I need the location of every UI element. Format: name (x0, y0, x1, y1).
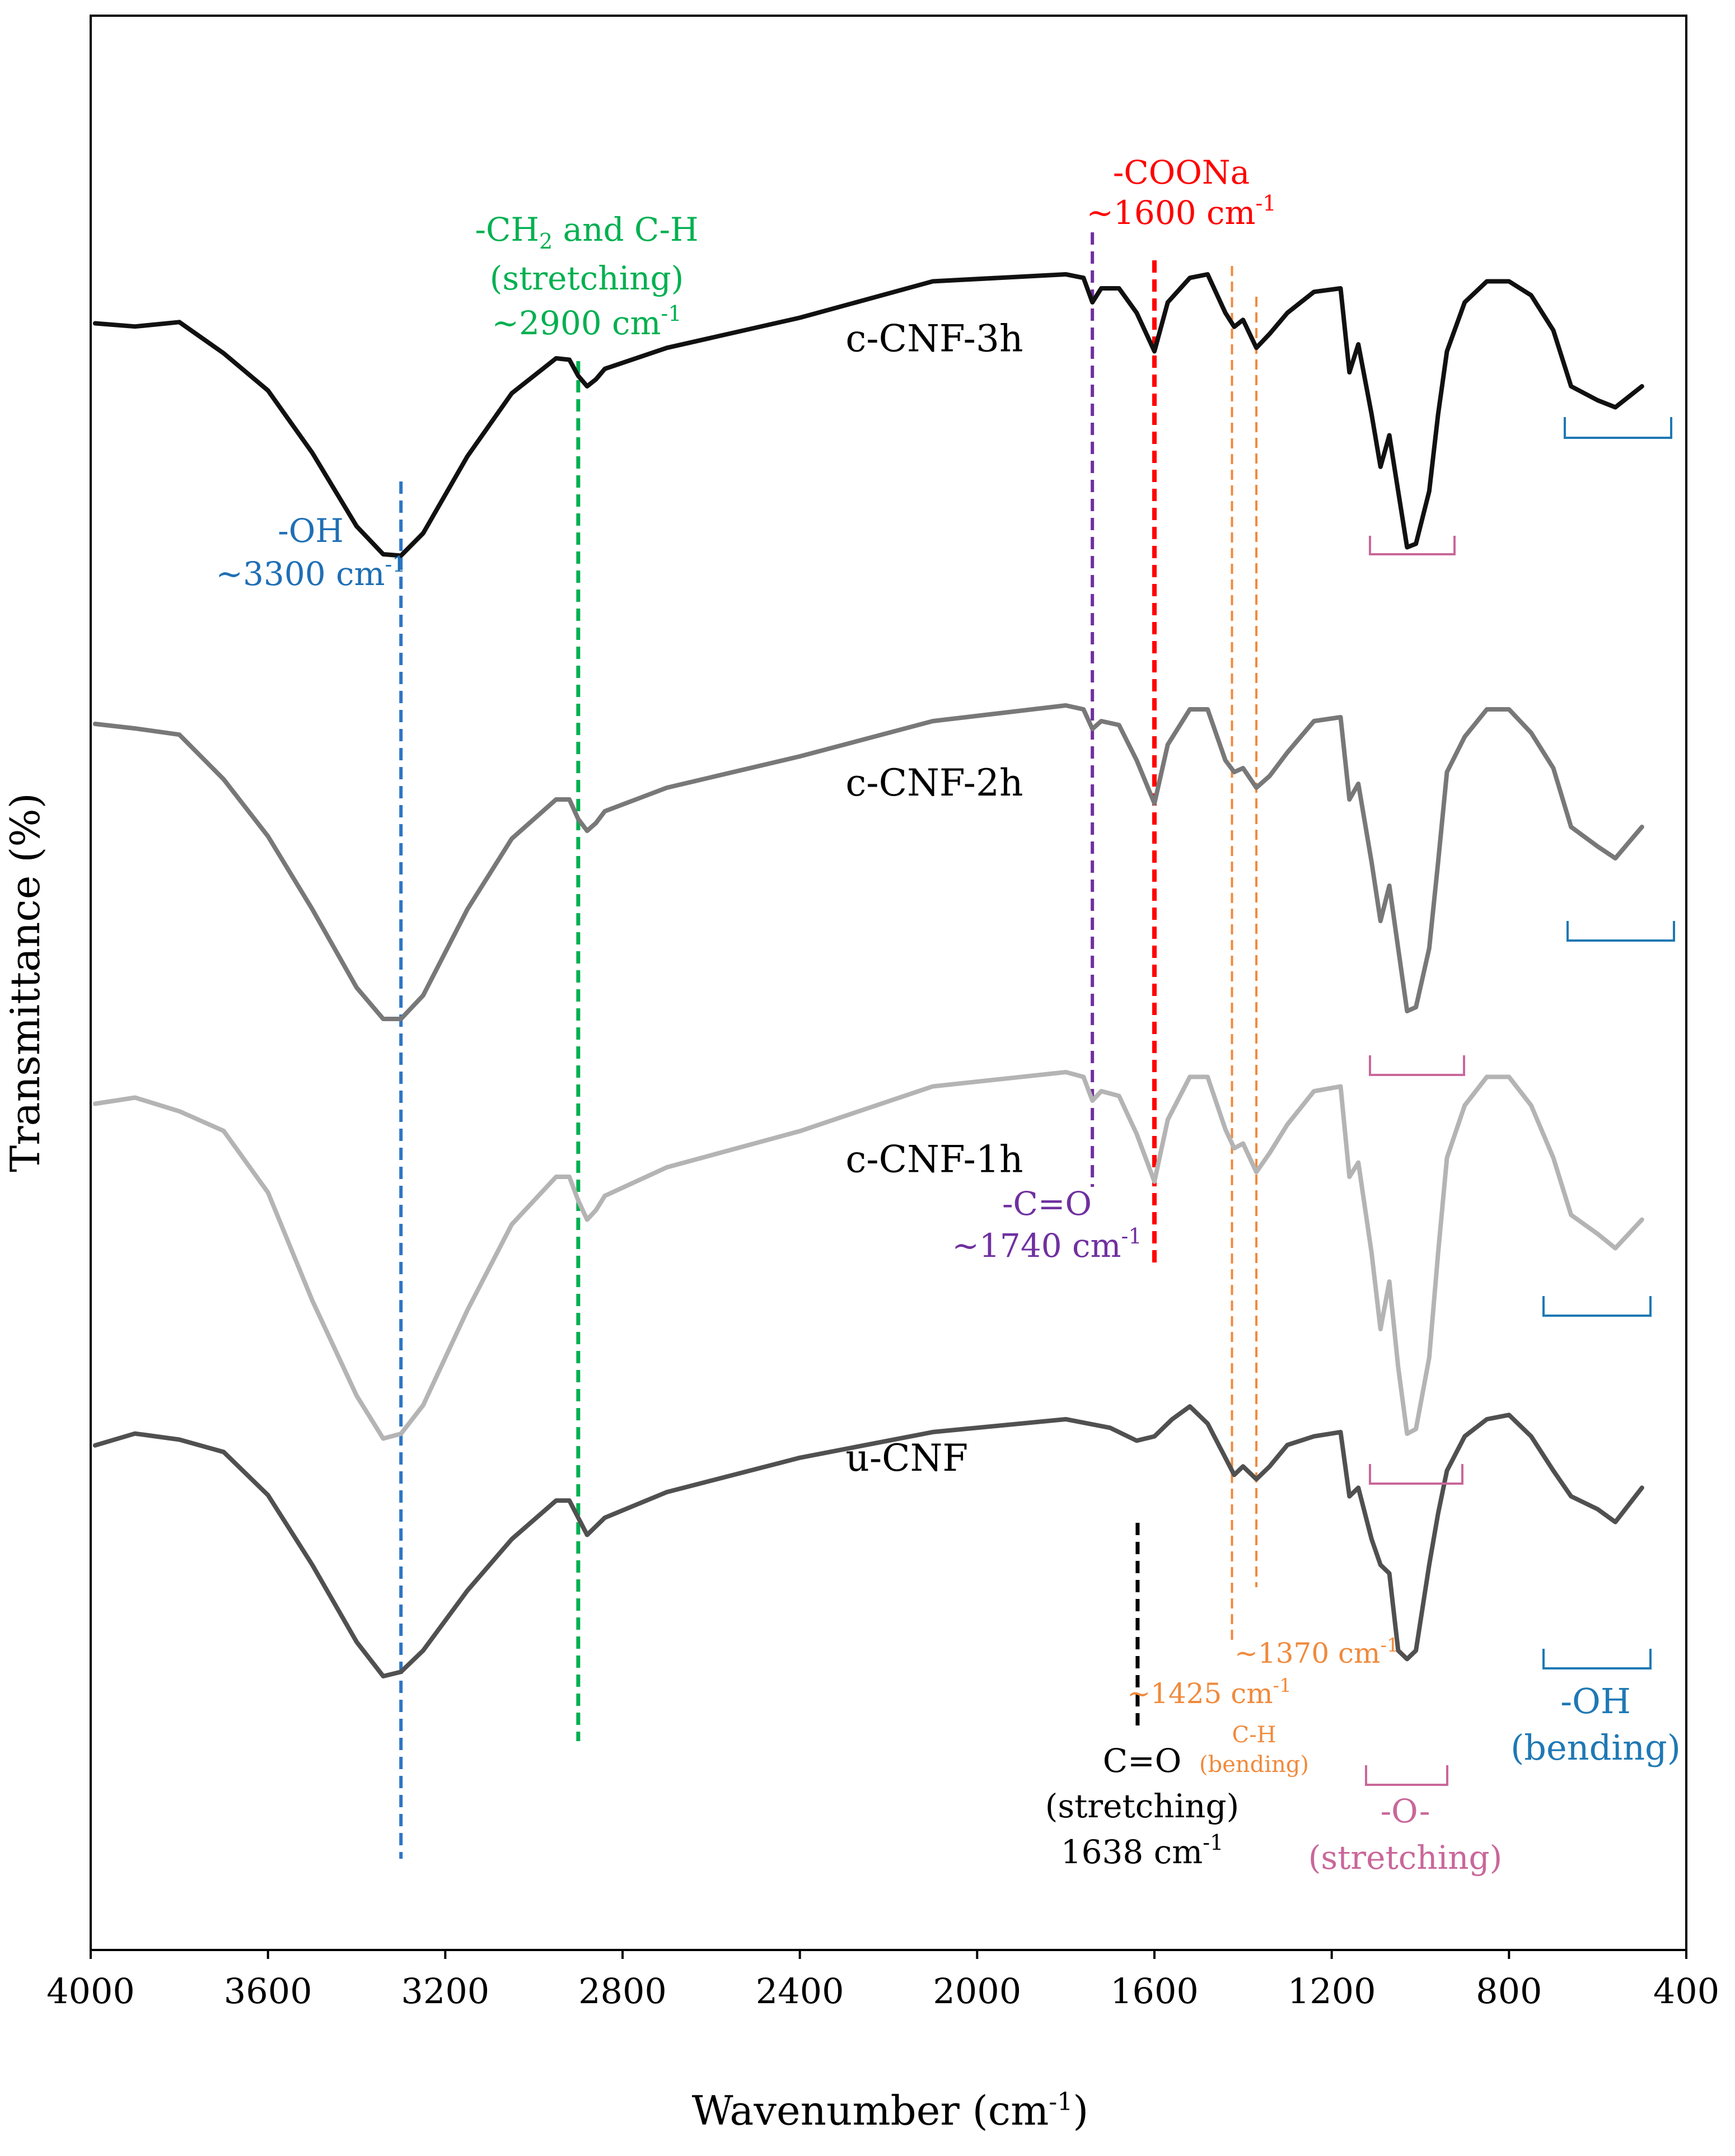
svg-text:-O-: -O- (1381, 1792, 1430, 1830)
series-label-c-CNF-3h: c-CNF-3h (845, 317, 1023, 361)
series-line-c-CNF-1h (92, 1070, 1644, 1441)
x-tick-label-5: 2000 (933, 1971, 1021, 2012)
svg-text:C-H: C-H (1232, 1722, 1276, 1748)
series-label-u-CNF: u-CNF (845, 1437, 968, 1480)
x-tick-label-0: 4000 (46, 1971, 135, 2012)
oh-bending-brackets (1542, 417, 1675, 1669)
o-bracket-3h (1369, 536, 1456, 555)
x-tick-label-2: 3200 (401, 1971, 489, 2012)
svg-text:~1425 cm-1: ~1425 cm-1 (1127, 1675, 1292, 1710)
svg-text:(stretching): (stretching) (1045, 1787, 1240, 1825)
series-line-c-CNF-2h (92, 703, 1644, 1021)
svg-text:1638 cm-1: 1638 cm-1 (1061, 1830, 1224, 1871)
annotation-oh-bending: -OH (bending) (1510, 1681, 1681, 1768)
o-bracket-2h (1369, 1055, 1465, 1076)
series-label-c-CNF-1h: c-CNF-1h (845, 1138, 1023, 1181)
series-labels: c-CNF-3h c-CNF-2h c-CNF-1h u-CNF (845, 317, 1023, 1480)
svg-text:(stretching): (stretching) (490, 259, 684, 297)
annotation-coona: -COONa ~1600 cm-1 (1086, 153, 1276, 232)
y-axis-title: Transmittance (%) (2, 793, 49, 1172)
annotation-c-o-1740: -C=O ~1740 cm-1 (952, 1185, 1142, 1265)
svg-text:~1740 cm-1: ~1740 cm-1 (952, 1224, 1142, 1265)
x-tick-label-7: 1200 (1288, 1971, 1376, 2012)
svg-text:-CH2 and C-H: -CH2 and C-H (475, 211, 698, 254)
o-bracket-1h (1369, 1464, 1463, 1485)
annotation-ch2-stretching: -CH2 and C-H (stretching) ~2900 cm-1 (475, 211, 698, 342)
oh-bracket-u (1542, 1649, 1652, 1669)
series-layer (92, 272, 1644, 1678)
annotation-oh-3300: -OH ~3300 cm-1 (216, 512, 405, 593)
series-label-c-CNF-2h: c-CNF-2h (845, 761, 1023, 805)
annotation-1425-ch-bending: ~1425 cm-1 C-H (bending) (1127, 1675, 1309, 1778)
svg-text:~1370 cm-1: ~1370 cm-1 (1234, 1634, 1399, 1669)
x-axis-title: Wavenumber (cm-1) (692, 2087, 1089, 2134)
oh-bracket-1h (1542, 1296, 1652, 1317)
svg-text:-OH: -OH (1560, 1681, 1631, 1722)
svg-text:~1600 cm-1: ~1600 cm-1 (1086, 191, 1276, 232)
svg-text:-OH: -OH (278, 512, 344, 550)
x-tick-label-3: 2800 (578, 1971, 667, 2012)
svg-text:C=O: C=O (1103, 1742, 1182, 1780)
series-line-c-CNF-3h (92, 272, 1644, 558)
series-line-u-CNF (92, 1404, 1644, 1678)
svg-text:(bending): (bending) (1510, 1727, 1681, 1768)
svg-text:(stretching): (stretching) (1308, 1839, 1503, 1877)
plot-frame (90, 15, 1687, 1951)
annotation-o-stretching: -O- (stretching) (1308, 1792, 1503, 1877)
svg-text:-COONa: -COONa (1113, 153, 1250, 191)
svg-text:~3300 cm-1: ~3300 cm-1 (216, 552, 405, 593)
x-tick-label-4: 2400 (756, 1971, 844, 2012)
x-tick-label-8: 800 (1476, 1971, 1542, 2012)
x-tick-label-6: 1600 (1110, 1971, 1199, 2012)
oh-bracket-2h (1566, 921, 1675, 942)
reference-lines (399, 232, 1258, 1859)
oh-bracket-3h (1564, 417, 1672, 439)
annotation-c-o-stretching: C=O (stretching) 1638 cm-1 (1045, 1742, 1240, 1871)
svg-text:~2900 cm-1: ~2900 cm-1 (492, 301, 681, 342)
o-bracket-u (1365, 1765, 1448, 1786)
x-axis-ticks: 4000 3600 3200 2800 2400 2000 1600 1200 800 400 (46, 1950, 1719, 2012)
o-stretching-brackets (1365, 536, 1465, 1786)
svg-text:-C=O: -C=O (1002, 1185, 1092, 1223)
svg-text:(bending): (bending) (1199, 1752, 1309, 1778)
x-tick-label-9: 400 (1653, 1971, 1719, 2012)
annotation-1370: ~1370 cm-1 (1234, 1634, 1399, 1669)
x-tick-label-1: 3600 (224, 1971, 312, 2012)
